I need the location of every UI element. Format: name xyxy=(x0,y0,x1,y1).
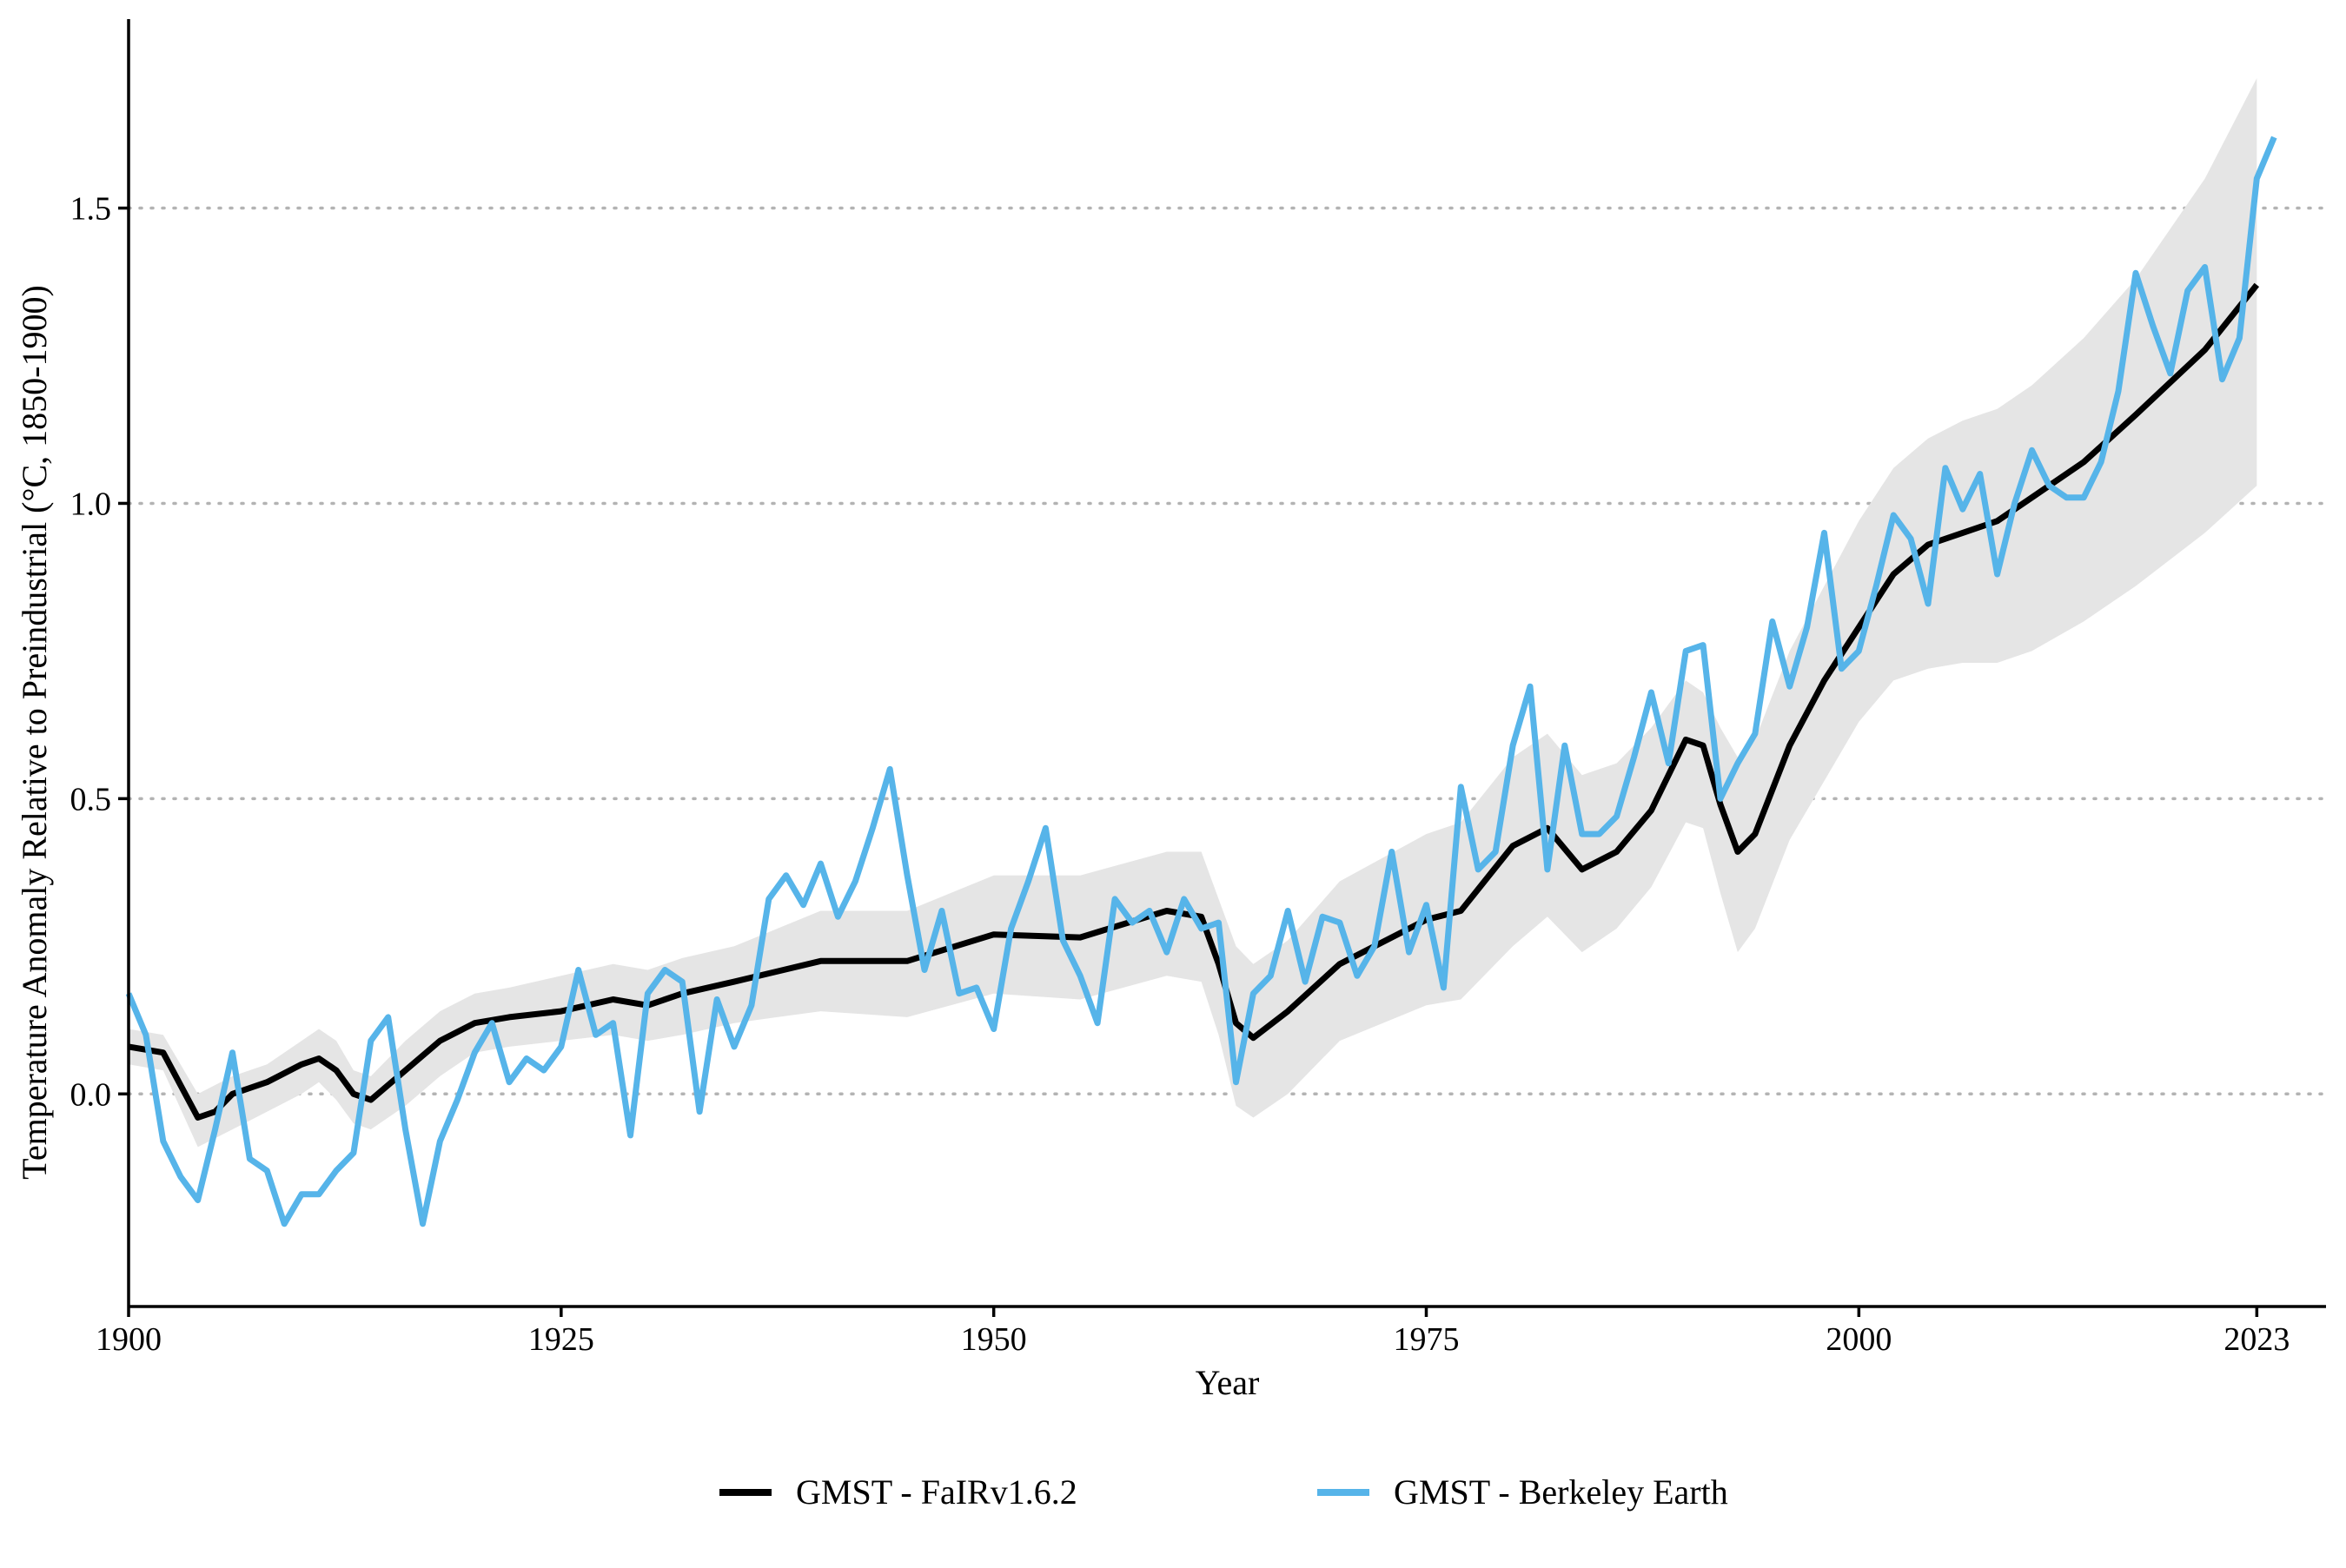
band-layer xyxy=(129,78,2257,1148)
legend-item-fair: GMST - FaIRv1.6.2 xyxy=(719,1472,1077,1512)
series-line-berkeley xyxy=(125,136,2277,1227)
axis-layer: 0.0 0.5 1.0 1.5 1900 1925 1950 1975 2000 2023 Year… xyxy=(15,19,2326,1402)
y-tick-label-3: 1.5 xyxy=(70,191,112,228)
legend-item-berkeley-label: GMST - Berkeley Earth xyxy=(1394,1472,1728,1512)
y-tick-label-0: 0.0 xyxy=(70,1076,112,1113)
y-tick-label-1: 0.5 xyxy=(70,781,112,817)
y-axis-title: Temperature Anomaly Relative to Preindus… xyxy=(15,285,54,1180)
x-tick-label-1: 1925 xyxy=(528,1321,594,1358)
legend-layer: GMST - FaIRv1.6.2 GMST - Berkeley Earth xyxy=(719,1472,1728,1512)
x-tick-label-5: 2023 xyxy=(2223,1321,2290,1358)
legend-item-berkeley: GMST - Berkeley Earth xyxy=(1317,1472,1728,1512)
uncertainty-band xyxy=(129,78,2257,1148)
series-line-fair xyxy=(128,282,2260,1121)
series-layer xyxy=(125,136,2277,1227)
x-tick-label-2: 1950 xyxy=(961,1321,1027,1358)
x-tick-label-0: 1900 xyxy=(96,1321,162,1358)
x-tick-label-3: 1975 xyxy=(1394,1321,1460,1358)
legend-item-fair-label: GMST - FaIRv1.6.2 xyxy=(796,1472,1077,1512)
y-tick-label-2: 1.0 xyxy=(70,486,112,522)
x-tick-label-4: 2000 xyxy=(1826,1321,1892,1358)
x-axis-title: Year xyxy=(1196,1363,1260,1402)
